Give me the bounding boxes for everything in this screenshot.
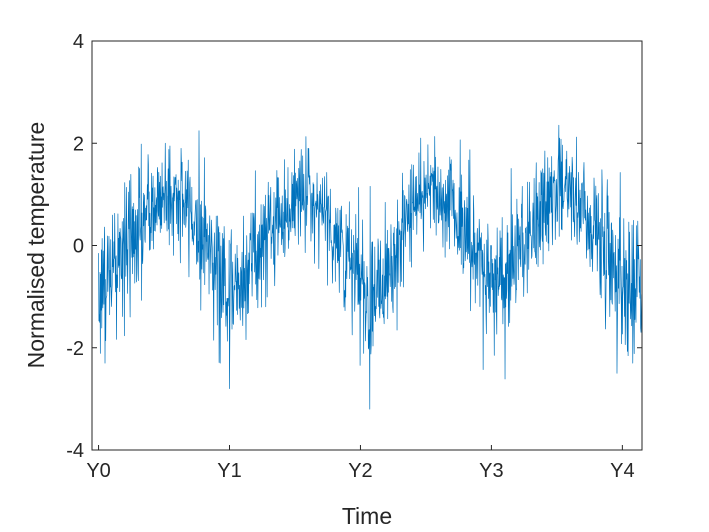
x-tick-label: Y2 <box>348 460 372 482</box>
y-axis-label: Normalised temperature <box>23 122 49 369</box>
x-axis-label: Time <box>342 503 392 529</box>
y-tick-label: 4 <box>73 31 84 53</box>
y-tick-label: 2 <box>73 133 84 155</box>
x-tick-label: Y0 <box>86 460 110 482</box>
plot-background <box>92 41 642 450</box>
y-tick-label: 0 <box>73 236 84 258</box>
x-tick-label: Y4 <box>610 460 634 482</box>
plot-area <box>91 40 643 451</box>
x-tick-label: Y3 <box>479 460 503 482</box>
temperature-series-line <box>98 124 643 410</box>
x-axis-ticks: Y0 Y1 Y2 Y3 Y4 <box>86 445 635 482</box>
x-tick-label: Y1 <box>217 460 241 482</box>
y-axis-ticks: -4 -2 0 2 4 <box>66 31 642 462</box>
y-tick-label: -4 <box>66 440 84 462</box>
y-tick-label: -2 <box>66 338 84 360</box>
